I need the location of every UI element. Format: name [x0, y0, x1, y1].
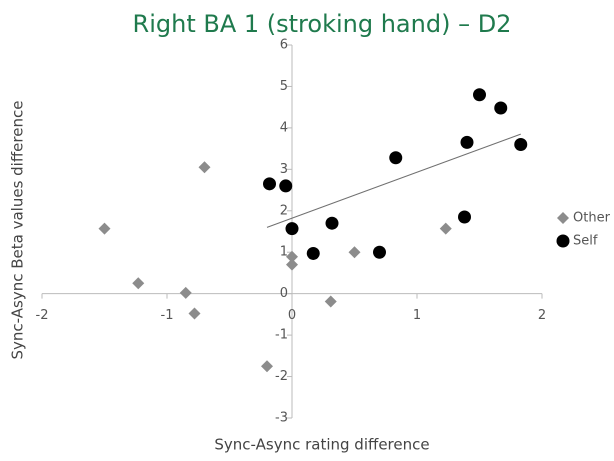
point	[179, 286, 192, 299]
point	[514, 137, 528, 151]
point	[98, 222, 111, 235]
y-tick-label: 2	[280, 203, 288, 218]
point	[389, 151, 403, 165]
chart-title: Right BA 1 (stroking hand) – D2	[133, 10, 512, 38]
y-tick-label: 5	[280, 79, 288, 94]
trendline	[266, 133, 521, 228]
point	[306, 246, 320, 260]
point	[198, 161, 211, 174]
point	[132, 277, 145, 290]
point	[373, 245, 386, 259]
point	[325, 216, 339, 230]
point	[285, 222, 299, 236]
y-tick-label: 0	[280, 286, 288, 301]
y-tick-label: -3	[275, 411, 288, 426]
point	[473, 88, 486, 102]
y-tick-label: 6	[280, 38, 288, 53]
point	[286, 250, 298, 263]
y-tick-label: -1	[275, 328, 288, 343]
point	[188, 307, 201, 320]
x-tick-label: 1	[413, 308, 421, 323]
point	[261, 360, 273, 373]
point	[286, 258, 298, 271]
y-tick-label: 3	[280, 162, 288, 177]
y-tick-label: 4	[280, 120, 288, 135]
point	[263, 177, 276, 191]
point	[460, 135, 474, 149]
x-tick-label: -1	[161, 308, 174, 323]
x-tick-label: -2	[36, 308, 49, 323]
legend-label: Other	[573, 211, 611, 226]
legend-marker	[556, 234, 570, 248]
point	[279, 179, 293, 193]
y-tick-label: -2	[275, 369, 288, 384]
point	[324, 295, 337, 308]
y-axis-label: Sync-Async Beta values difference	[9, 101, 27, 360]
y-tick-label: 1	[280, 245, 288, 260]
legend-label: Self	[573, 234, 598, 249]
point	[348, 246, 361, 259]
point	[494, 101, 508, 115]
x-tick-label: 2	[538, 308, 546, 323]
point	[439, 222, 452, 235]
x-tick-label: 0	[288, 308, 296, 323]
x-axis-label: Sync-Async rating difference	[214, 436, 429, 454]
legend-marker	[557, 212, 569, 224]
point	[458, 210, 471, 224]
